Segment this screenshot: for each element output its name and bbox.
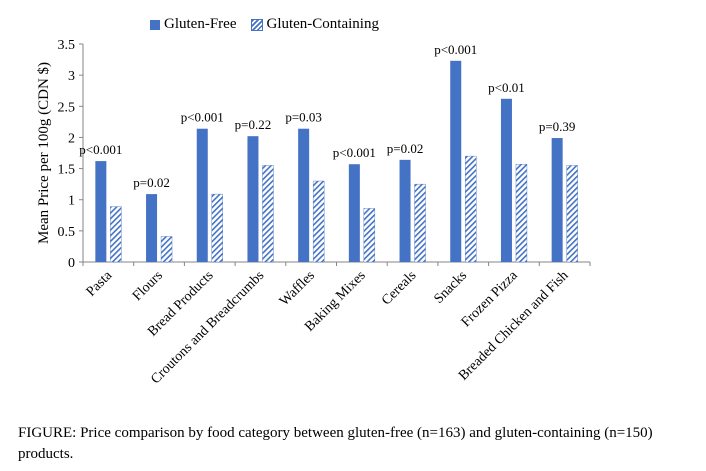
bar-gluten-containing [110, 206, 122, 263]
legend-item-gluten-containing: Gluten-Containing [251, 16, 379, 33]
legend-label-gluten-containing: Gluten-Containing [266, 16, 379, 32]
bar-gluten-containing [160, 236, 173, 263]
axes: 0 0.5 1 1.5 2 2.5 3 3.5 Mean Price per 100g (CDN… [36, 38, 591, 271]
x-tick-label: Pasta [84, 268, 116, 300]
y-tick-label: 1.5 [58, 163, 76, 178]
legend-item-gluten-free: Gluten-Free [150, 16, 236, 33]
bar-gluten-free [196, 128, 208, 262]
x-tick-label: Waffles [277, 268, 318, 309]
p-value-annotation: p<0.001 [333, 145, 376, 160]
bar-gluten-containing [465, 155, 477, 263]
bar-gluten-free [348, 164, 360, 262]
bar-gluten-free [450, 60, 462, 263]
p-value-annotation: p=0.02 [387, 141, 424, 156]
bar-gluten-free [95, 161, 107, 262]
legend-swatch-gluten-containing [251, 18, 264, 31]
y-axis-title: Mean Price per 100g (CDN $) [36, 62, 52, 244]
bar-gluten-free [298, 128, 310, 262]
y-tick-label: 0.5 [58, 225, 76, 240]
p-value-annotation: p<0.001 [434, 42, 477, 57]
bar-gluten-free [551, 138, 563, 262]
y-tick-label: 1 [68, 194, 75, 209]
legend-label-gluten-free: Gluten-Free [164, 16, 237, 32]
y-tick-label: 2 [68, 131, 75, 146]
bar-gluten-free [146, 194, 158, 262]
x-tick-label: Snacks [431, 268, 470, 307]
p-value-annotation: p<0.01 [488, 80, 525, 95]
legend: Gluten-Free Gluten-Containing [150, 16, 379, 33]
p-value-annotation: p=0.02 [133, 175, 170, 190]
bar-gluten-containing [211, 193, 223, 263]
p-value-annotation: p<0.001 [79, 142, 122, 157]
x-tick-label: Cereals [379, 268, 419, 308]
figure-caption: FIGURE: Price comparison by food categor… [18, 425, 653, 462]
p-value-annotation: p=0.03 [285, 110, 322, 125]
bar-chart: 0 0.5 1 1.5 2 2.5 3 3.5 Mean Price per 100g (CDN… [36, 38, 591, 387]
legend-swatch-gluten-free [150, 19, 160, 30]
bars [95, 60, 578, 263]
bar-gluten-containing [363, 208, 376, 263]
x-tick-label: Flours [130, 268, 166, 304]
bar-gluten-free [399, 159, 411, 262]
bar-gluten-containing [414, 183, 426, 263]
p-value-annotation: p=0.39 [539, 119, 576, 134]
p-value-annotation: p<0.001 [181, 110, 224, 125]
bar-gluten-containing [312, 180, 325, 263]
p-value-annotation: p=0.22 [235, 117, 272, 132]
bar-gluten-free [500, 98, 512, 262]
bar-gluten-containing [262, 165, 274, 263]
y-tick-label: 0 [68, 256, 75, 271]
y-tick-label: 3.5 [58, 38, 76, 53]
bar-gluten-free [247, 136, 259, 262]
bar-gluten-containing [515, 164, 528, 263]
bar-gluten-containing [566, 165, 578, 263]
y-tick-label: 3 [68, 69, 75, 84]
y-tick-label: 2.5 [58, 100, 76, 115]
